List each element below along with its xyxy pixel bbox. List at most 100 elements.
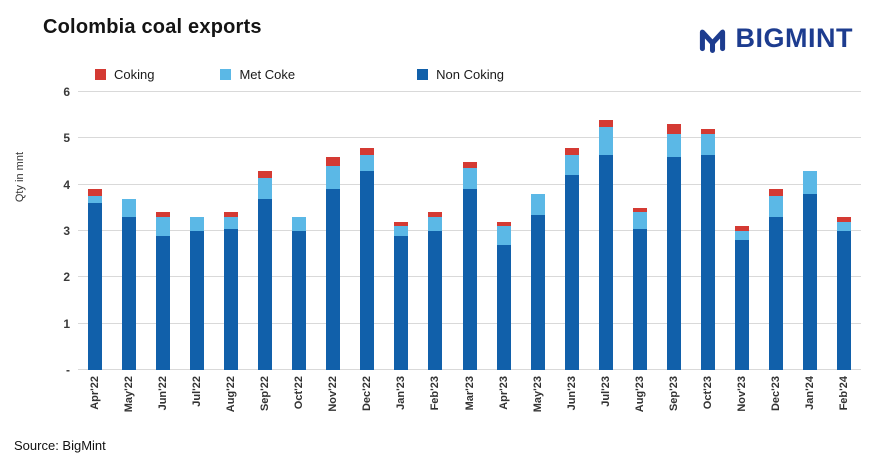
legend-item-non-coking: Non Coking: [417, 67, 504, 82]
x-tick-label: Nov'22: [327, 376, 340, 412]
bar-group: [453, 92, 487, 370]
bar-group: [248, 92, 282, 370]
bar-segment-coking: [394, 221, 409, 227]
stacked-bar: [292, 92, 307, 370]
bar-group: [827, 92, 861, 370]
bar-segment-coking: [88, 189, 103, 197]
x-tick: Nov'22: [316, 376, 350, 428]
y-axis: - 1 2 3 4 5 6: [34, 85, 78, 377]
legend-item-coking: Coking: [95, 67, 154, 82]
header: Colombia coal exports BIGMINT: [0, 0, 877, 55]
bigmint-logo-icon: [699, 29, 725, 53]
bar-group: [316, 92, 350, 370]
bar-segment-coking: [768, 189, 783, 197]
stacked-bar: [462, 92, 477, 370]
bar-segment-met-coke: [428, 217, 443, 231]
x-tick-label: Aug'22: [225, 376, 238, 413]
x-tick-label: Jan'23: [395, 376, 408, 410]
bar-segment-met-coke: [666, 133, 681, 157]
x-tick: Dec'23: [759, 376, 793, 428]
gridline: [78, 137, 861, 139]
stacked-bar: [428, 92, 443, 370]
x-tick-label: Oct'22: [293, 376, 306, 410]
legend-swatch: [220, 69, 232, 80]
x-tick-label: Sep'23: [667, 376, 680, 412]
bar-segment-met-coke: [496, 226, 511, 245]
bars-container: [78, 92, 861, 370]
bar-segment-non-coking: [292, 231, 307, 370]
bar-group: [78, 92, 112, 370]
x-tick: Feb'23: [418, 376, 452, 428]
stacked-bar: [122, 92, 137, 370]
bar-group: [759, 92, 793, 370]
bar-segment-coking: [564, 147, 579, 155]
x-tick-label: Jul'23: [599, 376, 612, 407]
x-tick: Apr'22: [78, 376, 112, 428]
bar-segment-non-coking: [190, 231, 205, 370]
bar-segment-met-coke: [190, 217, 205, 231]
x-tick: Feb'24: [827, 376, 861, 428]
bar-segment-non-coking: [394, 235, 409, 370]
y-tick-label: 5: [63, 131, 70, 146]
bar-segment-coking: [224, 212, 239, 218]
y-axis-title: Qty in mnt: [14, 152, 26, 203]
x-tick: May'23: [521, 376, 555, 428]
bar-group: [282, 92, 316, 370]
bar-segment-non-coking: [122, 217, 137, 370]
bar-group: [146, 92, 180, 370]
bar-segment-coking: [837, 217, 852, 222]
bar-segment-met-coke: [734, 231, 749, 241]
bar-segment-coking: [258, 170, 273, 178]
bar-group: [487, 92, 521, 370]
bar-segment-coking: [428, 212, 443, 218]
bar-group: [657, 92, 691, 370]
bar-segment-coking: [632, 207, 647, 213]
bar-segment-met-coke: [292, 217, 307, 231]
bar-segment-non-coking: [462, 189, 477, 370]
bar-segment-non-coking: [530, 214, 545, 370]
bar-segment-non-coking: [360, 170, 375, 370]
bar-segment-non-coking: [428, 231, 443, 370]
stacked-bar: [666, 92, 681, 370]
stacked-bar: [632, 92, 647, 370]
bar-segment-non-coking: [496, 244, 511, 370]
x-tick-label: Sep'22: [259, 376, 272, 412]
x-tick-label: Jan'24: [804, 376, 816, 410]
bar-group: [589, 92, 623, 370]
bar-segment-coking: [666, 124, 681, 134]
x-tick: Oct'23: [691, 376, 725, 428]
plot-column: Apr'22 May'22 Jun'22 Jul'22 Aug'22 Sep'22 Oct'…: [78, 91, 861, 428]
stacked-bar: [598, 92, 613, 370]
x-tick: Sep'22: [248, 376, 282, 428]
y-tick-label: 2: [63, 270, 70, 285]
x-tick-label: Apr'23: [497, 376, 510, 410]
legend-label: Coking: [114, 67, 155, 82]
bar-segment-met-coke: [326, 166, 341, 190]
bar-group: [418, 92, 452, 370]
bar-segment-met-coke: [530, 193, 545, 215]
x-tick-label: Jun'23: [565, 376, 578, 411]
x-tick: Apr'23: [487, 376, 521, 428]
x-tick-label: Feb'24: [838, 376, 851, 411]
x-tick-label: Dec'22: [361, 376, 374, 412]
stacked-bar: [190, 92, 205, 370]
bar-segment-met-coke: [837, 221, 852, 231]
gridline: [78, 91, 861, 92]
bar-segment-coking: [360, 147, 375, 155]
legend: Coking Met Coke Non Coking: [95, 67, 877, 82]
stacked-bar: [360, 92, 375, 370]
bar-segment-coking: [462, 161, 477, 169]
bar-segment-non-coking: [768, 217, 783, 370]
bar-segment-non-coking: [803, 193, 817, 370]
bigmint-logo: BIGMINT: [696, 22, 854, 55]
stacked-bar: [530, 92, 545, 370]
x-tick: Oct'22: [282, 376, 316, 428]
x-tick-label: May'22: [123, 376, 136, 413]
bar-segment-met-coke: [258, 177, 273, 199]
bar-segment-met-coke: [122, 198, 137, 218]
x-tick-label: Jun'22: [157, 376, 170, 411]
plot-area: [78, 91, 861, 370]
x-tick-label: May'23: [531, 376, 544, 413]
x-tick: Jun'22: [146, 376, 180, 428]
bar-group: [521, 92, 555, 370]
